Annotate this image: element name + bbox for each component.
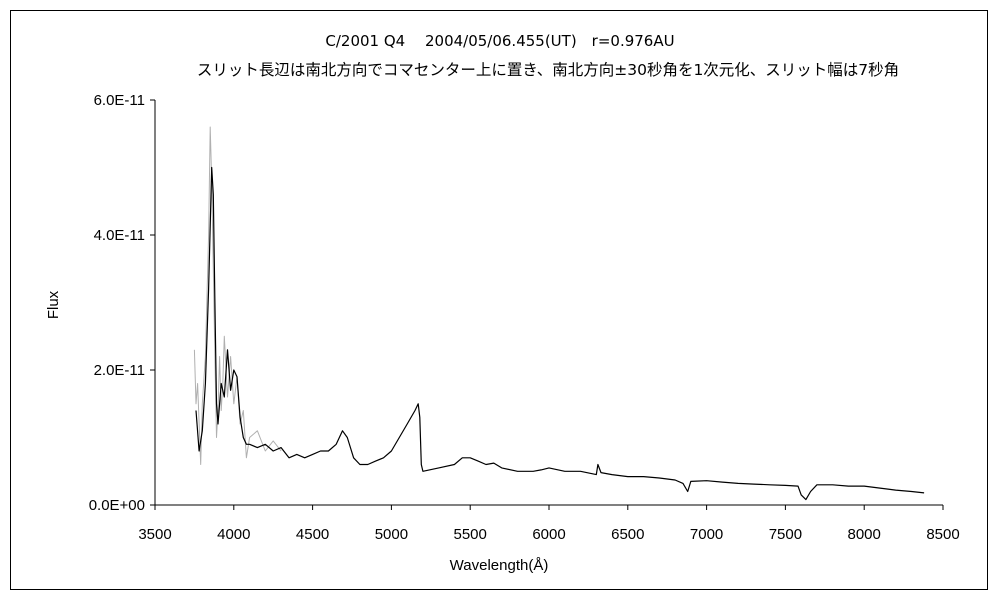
x-tick-label: 7000 [690, 526, 723, 543]
y-tick-label: 2.0E-11 [94, 362, 145, 379]
y-axis-title: Flux [45, 290, 62, 319]
y-tick-label: 0.0E+00 [89, 497, 145, 514]
chart-title: C/2001 Q4 2004/05/06.455(UT) r=0.976AU [325, 32, 675, 50]
x-tick-label: 4500 [296, 526, 329, 543]
axis-labels: 3500 4000 4500 5000 5500 6000 6500 7000 7500 8000… [45, 92, 960, 574]
x-tick-label: 5000 [375, 526, 408, 543]
x-tick-label: 7500 [769, 526, 802, 543]
y-tick-label: 4.0E-11 [94, 227, 145, 244]
chart-frame [10, 10, 988, 590]
series-line-1 [193, 126, 282, 465]
x-tick-label: 8000 [848, 526, 881, 543]
chart-subtitle: スリット長辺は南北方向でコマセンター上に置き、南北方向±30秒角を1次元化、スリ… [196, 61, 900, 79]
axes [150, 99, 944, 510]
y-tick-label: 6.0E-11 [94, 92, 145, 109]
x-tick-label: 8500 [926, 526, 959, 543]
x-tick-label: 4000 [217, 526, 250, 543]
x-tick-label: 6000 [532, 526, 565, 543]
x-tick-label: 6500 [611, 526, 644, 543]
x-tick-label: 5500 [454, 526, 487, 543]
x-tick-label: 3500 [138, 526, 171, 543]
series-layer [193, 126, 925, 501]
x-axis-title: Wavelength(Å) [450, 557, 549, 574]
series-line-0 [195, 166, 925, 501]
